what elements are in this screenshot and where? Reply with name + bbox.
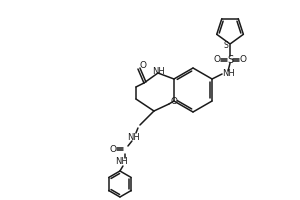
Text: O: O	[170, 97, 177, 106]
Text: O: O	[110, 144, 116, 154]
Text: NH: NH	[222, 70, 234, 78]
Text: S: S	[223, 40, 228, 49]
Text: NH: NH	[116, 158, 128, 166]
Text: O: O	[240, 54, 247, 64]
Text: S: S	[227, 55, 233, 65]
Text: O: O	[214, 54, 220, 64]
Text: NH: NH	[128, 132, 140, 142]
Text: O: O	[140, 62, 146, 71]
Text: NH: NH	[153, 66, 165, 75]
